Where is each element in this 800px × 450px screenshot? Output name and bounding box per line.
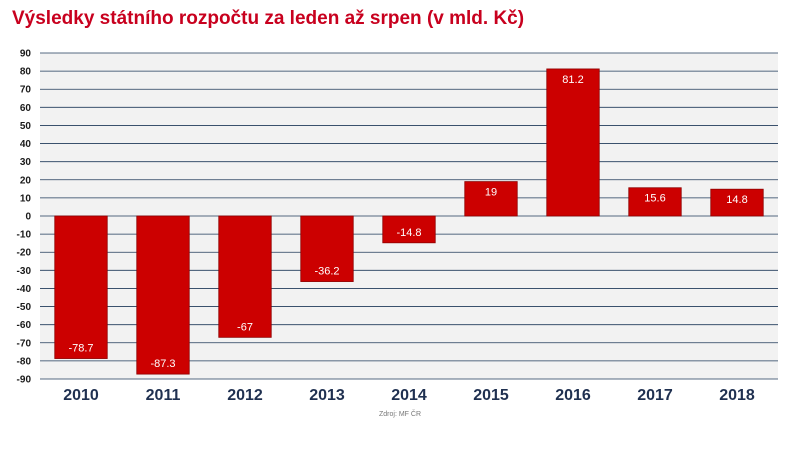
x-tick-label: 2017	[637, 387, 673, 404]
data-label: 14.8	[726, 194, 747, 206]
x-axis-ticks: 2010 2011 2012 2013 2014 2015 2016 2017 2018	[63, 387, 755, 404]
y-tick-label: 20	[20, 175, 32, 186]
data-label: 81.2	[562, 74, 583, 86]
y-tick-label: 70	[20, 85, 32, 96]
x-tick-label: 2014	[391, 387, 427, 404]
bar-2016	[546, 68, 600, 217]
x-tick-label: 2018	[719, 387, 755, 404]
y-axis-ticks: -90 -80 -70 -60 -50 -40 -30 -20 -10 0 10 20 30 40 50 60…	[17, 49, 32, 386]
y-tick-label: -90	[17, 375, 32, 386]
y-tick-label: -80	[17, 356, 32, 367]
data-label: 19	[485, 187, 497, 199]
bar-2010	[54, 215, 108, 359]
data-label: -78.7	[68, 343, 93, 355]
y-tick-label: 50	[20, 121, 32, 132]
y-tick-label: -50	[17, 302, 32, 313]
data-label: -87.3	[150, 358, 175, 370]
y-tick-label: 30	[20, 157, 32, 168]
y-tick-label: 10	[20, 193, 32, 204]
y-tick-label: 60	[20, 103, 32, 114]
y-tick-label: -10	[17, 230, 32, 241]
chart-title: Výsledky státního rozpočtu za leden až s…	[12, 8, 525, 29]
bar-2015	[464, 181, 518, 217]
x-tick-label: 2010	[63, 387, 99, 404]
y-tick-label: 40	[20, 139, 32, 150]
x-tick-label: 2011	[146, 387, 181, 404]
bar-2011	[136, 215, 190, 375]
bar-2014	[382, 215, 436, 244]
y-tick-label: 90	[20, 49, 32, 60]
bar-2018	[710, 188, 764, 217]
source-note: Zdroj: MF ČR	[379, 411, 421, 418]
bars	[54, 68, 764, 375]
y-tick-label: -70	[17, 338, 32, 349]
y-tick-label: 0	[25, 212, 31, 223]
data-label: -36.2	[314, 266, 339, 278]
bar-2017	[628, 187, 682, 217]
x-tick-label: 2016	[555, 387, 591, 404]
bar-2013	[300, 215, 354, 282]
data-label: -67	[237, 321, 253, 333]
x-tick-label: 2013	[309, 387, 345, 404]
y-tick-label: 80	[20, 67, 32, 78]
x-tick-label: 2015	[473, 387, 509, 404]
x-tick-label: 2012	[227, 387, 263, 404]
data-labels: -78.7 -87.3 -67 -36.2 -14.8 19 81.2 15.6 14.8	[68, 74, 747, 370]
y-tick-label: -30	[17, 266, 32, 277]
data-label: -14.8	[396, 227, 421, 239]
y-tick-label: -60	[17, 320, 32, 331]
y-tick-label: -20	[17, 248, 32, 259]
y-tick-label: -40	[17, 284, 32, 295]
bar-2012	[218, 215, 272, 338]
data-label: 15.6	[644, 193, 665, 205]
